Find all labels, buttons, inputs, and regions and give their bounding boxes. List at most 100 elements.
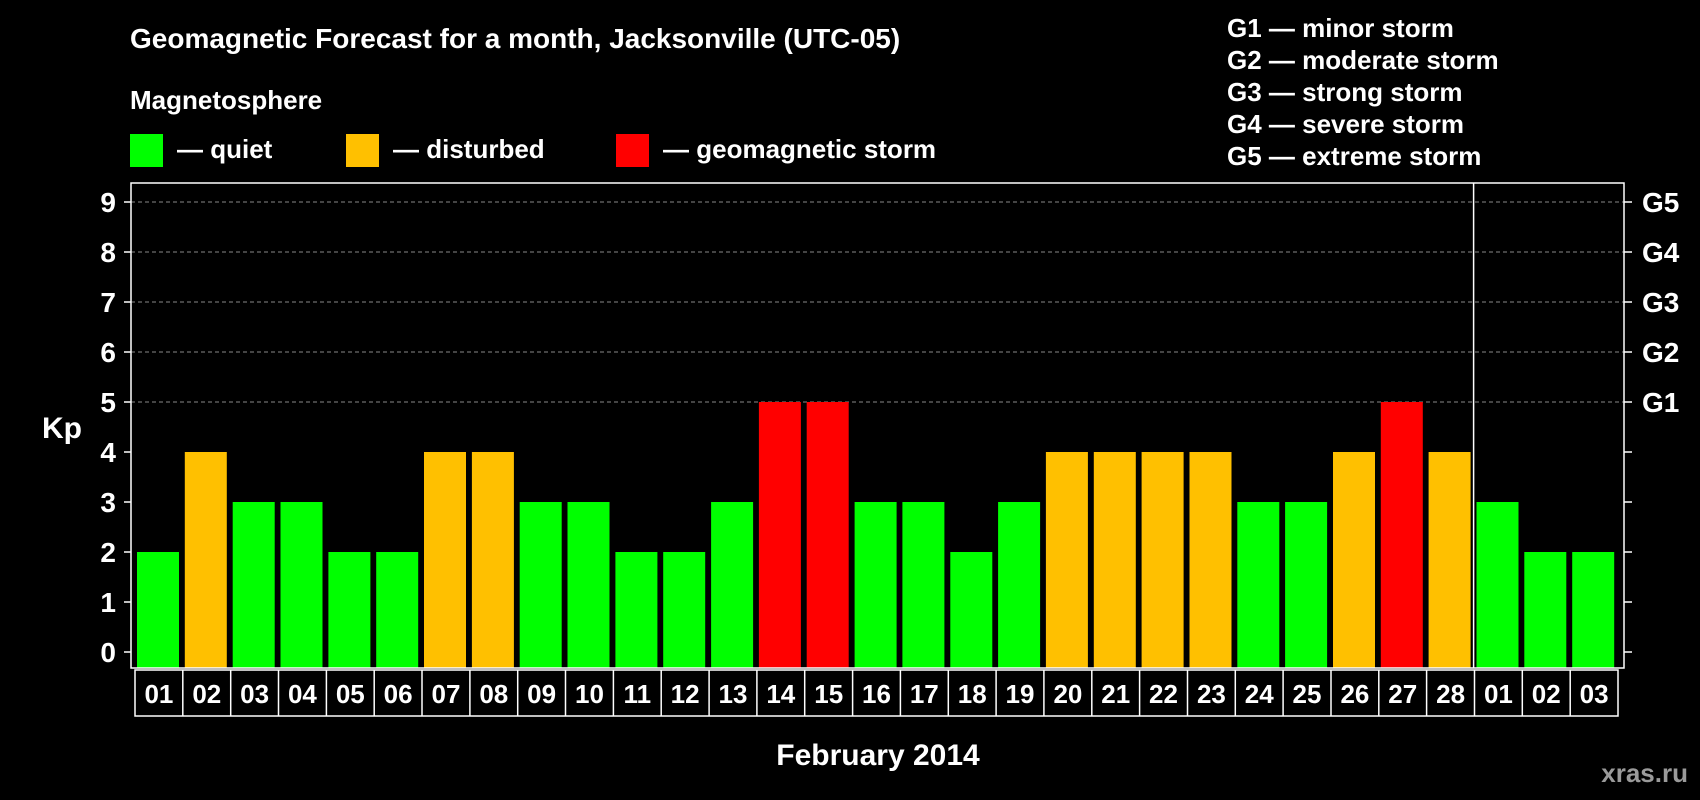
bar-6 <box>376 552 419 668</box>
day-label-28: 28 <box>1436 679 1465 709</box>
g-scale-g1: G1 — minor storm <box>1227 13 1454 43</box>
bar-30 <box>1524 552 1567 668</box>
day-label-8: 08 <box>479 679 508 709</box>
bar-13 <box>711 502 754 668</box>
y-tick-label-3: 3 <box>100 487 116 518</box>
bar-24 <box>1237 502 1280 668</box>
day-label-21: 21 <box>1101 679 1130 709</box>
day-label-7: 07 <box>432 679 461 709</box>
bar-27 <box>1380 402 1423 668</box>
day-label-5: 05 <box>336 679 365 709</box>
x-axis-label: February 2014 <box>776 739 980 772</box>
bar-2 <box>184 452 227 668</box>
watermark: xras.ru <box>1601 758 1688 788</box>
bar-18 <box>950 552 993 668</box>
day-label-15: 15 <box>814 679 843 709</box>
day-label-4: 04 <box>288 679 317 709</box>
g-tick-label-G2: G2 <box>1642 337 1679 368</box>
y-axis-label: Kp <box>42 412 82 445</box>
chart-title: Geomagnetic Forecast for a month, Jackso… <box>130 23 900 54</box>
day-label-31: 03 <box>1580 679 1609 709</box>
day-label-26: 26 <box>1340 679 1369 709</box>
plot-frame <box>130 182 1625 669</box>
g-tick-label-G4: G4 <box>1642 237 1680 268</box>
g-tick-label-G5: G5 <box>1642 187 1679 218</box>
bar-15 <box>806 402 849 668</box>
legend-swatch-disturbed <box>346 134 379 167</box>
day-labels: 01 02 03 04 05 06 07 08 09 10 11 12 13 14 15 16 17 18 19 20… <box>134 669 1619 717</box>
day-label-16: 16 <box>862 679 891 709</box>
bar-11 <box>615 552 658 668</box>
bar-16 <box>854 502 897 668</box>
bar-23 <box>1189 452 1232 668</box>
bar-17 <box>902 502 945 668</box>
bar-9 <box>519 502 562 668</box>
g-tick-label-G1: G1 <box>1642 387 1679 418</box>
y-tick-label-7: 7 <box>100 287 116 318</box>
bar-21 <box>1093 452 1136 668</box>
day-label-9: 09 <box>527 679 556 709</box>
day-label-19: 19 <box>1006 679 1035 709</box>
y-tick-label-1: 1 <box>100 587 116 618</box>
y-tick-label-6: 6 <box>100 337 116 368</box>
g-scale-g5: G5 — extreme storm <box>1227 141 1481 171</box>
legend-swatch-quiet <box>130 134 163 167</box>
legend-label-storm: — geomagnetic storm <box>663 134 936 164</box>
legend-swatch-storm <box>616 134 649 167</box>
y-ticks: 0 1 2 3 4 5 6 7 8 9 <box>100 187 1632 668</box>
day-label-6: 06 <box>384 679 413 709</box>
day-label-27: 27 <box>1388 679 1417 709</box>
plot-border <box>130 182 1625 669</box>
bar-25 <box>1285 502 1328 668</box>
day-label-11: 11 <box>624 679 652 709</box>
bar-22 <box>1141 452 1184 668</box>
bar-28 <box>1428 452 1471 668</box>
g-scale-g2: G2 — moderate storm <box>1227 45 1499 75</box>
y-tick-label-9: 9 <box>100 187 116 218</box>
y-tick-label-8: 8 <box>100 237 116 268</box>
day-label-13: 13 <box>719 679 748 709</box>
bar-26 <box>1333 452 1375 668</box>
bar-8 <box>471 452 514 668</box>
day-label-22: 22 <box>1149 679 1178 709</box>
bars <box>137 402 1615 668</box>
bar-20 <box>1045 452 1088 668</box>
day-label-10: 10 <box>575 679 604 709</box>
bar-12 <box>663 552 706 668</box>
day-label-1: 01 <box>144 679 173 709</box>
day-label-strip <box>134 669 1619 717</box>
magnetosphere-label: Magnetosphere <box>130 85 322 115</box>
day-label-14: 14 <box>766 679 795 709</box>
g-tick-label-G3: G3 <box>1642 287 1679 318</box>
bar-3 <box>232 502 275 668</box>
g-scale-g3: G3 — strong storm <box>1227 77 1462 107</box>
y-tick-label-4: 4 <box>100 437 116 468</box>
day-label-23: 23 <box>1197 679 1226 709</box>
y-tick-label-2: 2 <box>100 537 116 568</box>
day-label-30: 02 <box>1532 679 1561 709</box>
bar-10 <box>567 502 610 668</box>
g-ticks: G1 G2 G3 G4 G5 <box>1642 187 1680 418</box>
legend-label-quiet: — quiet <box>177 134 273 164</box>
legend-label-disturbed: — disturbed <box>393 134 545 164</box>
day-label-29: 01 <box>1484 679 1513 709</box>
bar-5 <box>328 552 371 668</box>
day-label-24: 24 <box>1245 679 1274 709</box>
day-label-2: 02 <box>192 679 221 709</box>
bar-31 <box>1572 552 1615 668</box>
legend: — quiet — disturbed — geomagnetic storm <box>130 134 936 167</box>
day-label-3: 03 <box>240 679 269 709</box>
day-label-20: 20 <box>1053 679 1082 709</box>
day-label-17: 17 <box>910 679 939 709</box>
bar-29 <box>1476 502 1519 668</box>
bar-4 <box>280 502 323 668</box>
g-scale-legend: G1 — minor storm G2 — moderate storm G3 … <box>1227 13 1499 171</box>
day-label-18: 18 <box>958 679 987 709</box>
y-tick-label-5: 5 <box>100 387 116 418</box>
g-scale-g4: G4 — severe storm <box>1227 109 1464 139</box>
bar-19 <box>998 502 1041 668</box>
day-label-25: 25 <box>1293 679 1322 709</box>
grid-lines <box>131 201 1624 403</box>
day-label-12: 12 <box>671 679 700 709</box>
